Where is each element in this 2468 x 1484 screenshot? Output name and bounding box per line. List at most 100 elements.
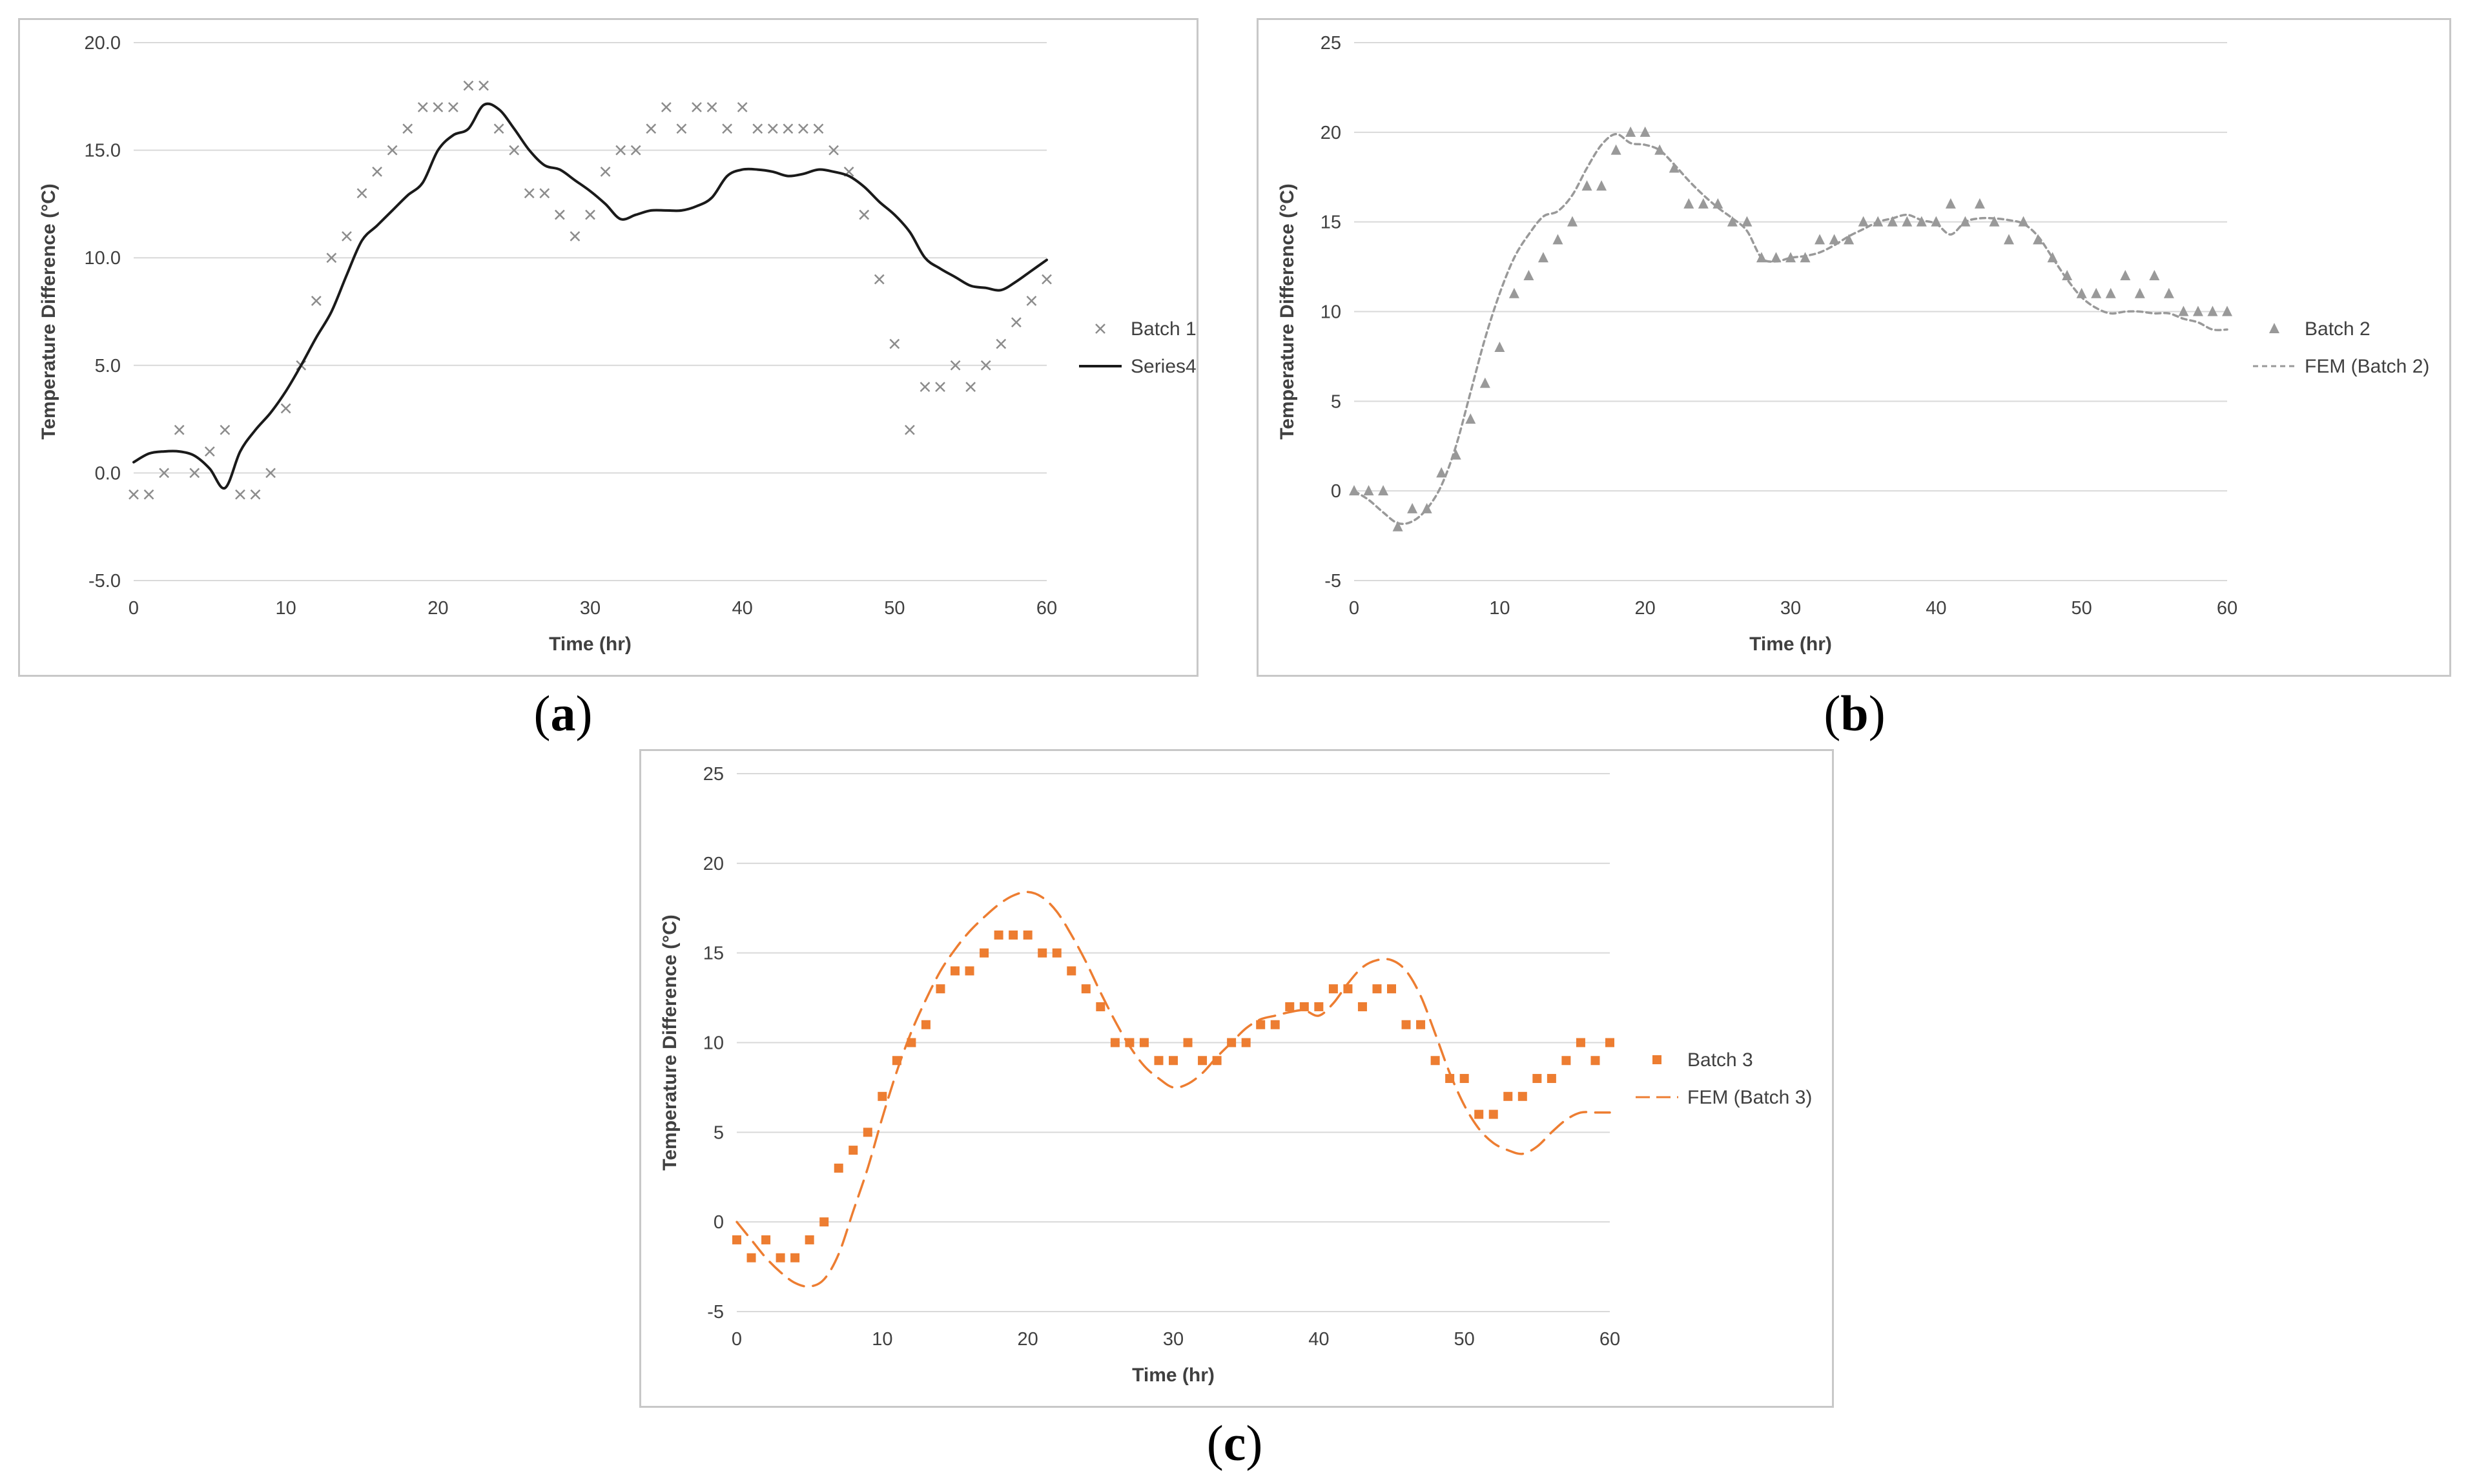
chart-c-data-point <box>1503 1091 1513 1101</box>
data-point-stroke <box>706 102 717 112</box>
chart-b-data-point <box>2222 305 2232 316</box>
chart-c-data-point <box>1576 1038 1585 1047</box>
chart-a-data-point <box>554 209 565 220</box>
chart-b-legend-label: FEM (Batch 2) <box>2305 356 2429 377</box>
chart-c-xtick-label: 40 <box>1308 1329 1329 1350</box>
chart-a-data-point <box>692 102 702 112</box>
chart-b-ytick-label: 10 <box>1321 302 1341 323</box>
chart-c-data-point <box>1299 1002 1309 1011</box>
chart-c-data-point <box>1125 1038 1135 1047</box>
data-point-stroke <box>828 145 839 156</box>
data-point-stroke <box>1026 295 1037 306</box>
panel-label-c: (c) <box>1206 1415 1263 1471</box>
chart-a-ytick-label: 10.0 <box>85 248 121 269</box>
chart-b-data-point <box>1392 520 1403 531</box>
data-point-stroke <box>950 360 961 371</box>
chart-b-data-point <box>1683 198 1694 209</box>
chart-a-data-point <box>387 145 398 156</box>
chart-a-xtick-label: 10 <box>276 598 296 619</box>
chart-a-data-point <box>220 424 231 435</box>
chart-c-data-point <box>1357 1002 1367 1011</box>
chart-b-ylabel: Temperature Difference (°C) <box>1277 183 1298 440</box>
chart-c-data-point <box>1009 930 1018 940</box>
chart-b-data-point <box>1844 234 1855 245</box>
chart-b-data-point <box>1436 467 1447 478</box>
chart-a-ytick-label: 15.0 <box>85 141 121 161</box>
chart-b-ytick-label: 15 <box>1321 212 1341 233</box>
chart-a-ytick-label: -5.0 <box>88 571 121 592</box>
chart-b-data-point <box>1974 198 1985 209</box>
chart-b-data-point <box>1887 216 1898 227</box>
chart-b-data-point <box>1494 342 1505 353</box>
chart-c-data-point <box>1328 984 1338 994</box>
chart-b-data-point <box>1407 502 1418 513</box>
chart-c-data-point <box>980 948 989 958</box>
chart-c-xtick-label: 20 <box>1018 1329 1038 1350</box>
chart-a-xtick-label: 0 <box>129 598 139 619</box>
chart-b-data-point <box>1537 252 1548 263</box>
chart-b-data-point <box>1378 485 1389 496</box>
data-point-stroke <box>509 145 520 156</box>
chart-b-data-point <box>1581 180 1592 191</box>
chart-a-data-point <box>356 188 367 199</box>
chart-a-data-point <box>646 123 657 134</box>
chart-b-data-point <box>1479 377 1490 388</box>
chart-c-data-point <box>1547 1074 1556 1084</box>
chart-c-data-point <box>936 984 945 994</box>
data-point-stroke <box>235 489 245 500</box>
legend-swatch-stroke <box>1095 324 1105 334</box>
chart-b-data-point <box>1815 234 1825 245</box>
data-point-stroke <box>433 102 444 112</box>
chart-c-data-point <box>951 966 960 976</box>
chart-b-data-point <box>2192 305 2203 316</box>
chart-a-ytick-label: 5.0 <box>95 356 121 376</box>
chart-b-svg: -5 0 5 10 15 20 25 0 10 20 30 40 50 60 Time (hr) Temper… <box>1277 33 2429 655</box>
chart-b-data-point <box>1785 252 1796 263</box>
chart-b-xtick-label: 40 <box>1926 598 1946 619</box>
chart-b-data-point <box>1669 162 1680 173</box>
chart-a-data-point <box>402 123 413 134</box>
chart-c-xtick-label: 30 <box>1163 1329 1184 1350</box>
chart-b-data-point <box>2134 287 2145 298</box>
chart-c-data-point <box>994 930 1003 940</box>
chart-a-data-point <box>661 102 672 112</box>
chart-c-data-point <box>848 1146 858 1155</box>
chart-b-data-point <box>1508 287 1519 298</box>
chart-b-data-point <box>2105 287 2116 298</box>
chart-a-data-point <box>143 489 154 500</box>
chart-c-data-point <box>1052 948 1062 958</box>
data-point-stroke <box>372 167 382 177</box>
chart-b-data-point <box>1742 216 1753 227</box>
chart-c-xtick-label: 60 <box>1599 1329 1620 1350</box>
chart-b-xtick-label: 50 <box>2072 598 2092 619</box>
panel-label-b: (b) <box>1824 685 1886 741</box>
chart-c-data-point <box>732 1235 741 1244</box>
chart-a-data-point <box>935 382 945 393</box>
chart-b-data-point <box>1465 413 1476 424</box>
data-point-stroke <box>463 80 474 91</box>
chart-a-svg: -5.0 0.0 5.0 10.0 15.0 20.0 0 10 20 30 40 50 60 Time … <box>38 33 1197 655</box>
chart-c-ytick-label: 5 <box>714 1122 724 1143</box>
chart-a-data-point <box>342 231 352 242</box>
data-point-stroke <box>554 209 565 220</box>
chart-b-data-point <box>1989 216 2000 227</box>
chart-a-data-point <box>478 80 489 91</box>
chart-b-data-point <box>2178 305 2189 316</box>
data-point-stroke <box>585 209 595 220</box>
panel-label-a-letter: a <box>550 685 576 741</box>
chart-b-ytick-label: 0 <box>1331 481 1341 502</box>
data-point-stroke <box>722 123 732 134</box>
data-point-stroke <box>1011 317 1022 328</box>
chart-a-data-point <box>615 145 626 156</box>
chart-c-data-point <box>776 1253 785 1262</box>
chart-c-data-point <box>1474 1109 1484 1119</box>
chart-a-data-point <box>159 468 170 479</box>
data-point-stroke <box>980 360 991 371</box>
chart-b-data-point <box>2033 234 2044 245</box>
chart-b-xtick-label: 20 <box>1635 598 1656 619</box>
chart-a-data-point <box>676 123 687 134</box>
chart-b-data-point <box>2207 305 2218 316</box>
chart-b-data-point <box>2004 234 2014 245</box>
chart-c-data-point <box>1241 1038 1251 1047</box>
chart-a-data-point <box>600 167 611 177</box>
